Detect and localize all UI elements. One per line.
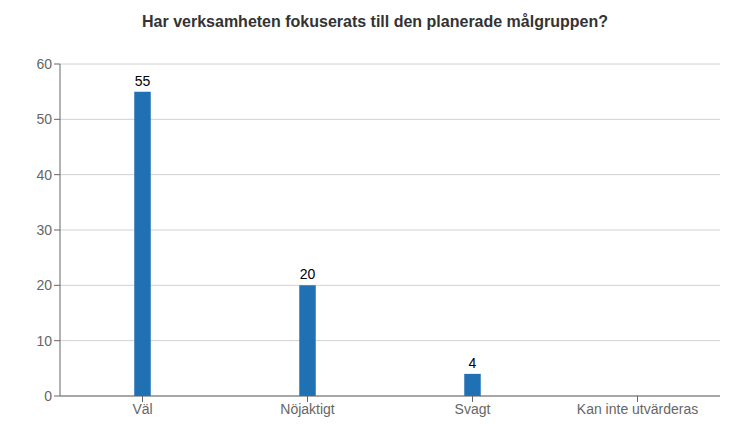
svg-text:4: 4 — [469, 355, 477, 371]
svg-text:30: 30 — [36, 222, 52, 238]
svg-text:Väl: Väl — [132, 401, 152, 417]
svg-text:Svagt: Svagt — [455, 401, 491, 417]
svg-text:40: 40 — [36, 167, 52, 183]
svg-text:20: 20 — [300, 266, 316, 282]
svg-text:50: 50 — [36, 111, 52, 127]
svg-text:10: 10 — [36, 333, 52, 349]
svg-text:Kan inte utvärderas: Kan inte utvärderas — [577, 401, 698, 417]
svg-text:55: 55 — [135, 73, 151, 89]
svg-text:0: 0 — [44, 388, 52, 404]
svg-text:60: 60 — [36, 56, 52, 72]
svg-text:20: 20 — [36, 277, 52, 293]
html-text:Har verksamheten fokuserats ti: Har verksamheten fokuserats till den pla… — [142, 13, 608, 30]
svg-text:Nöjaktigt: Nöjaktigt — [280, 401, 335, 417]
